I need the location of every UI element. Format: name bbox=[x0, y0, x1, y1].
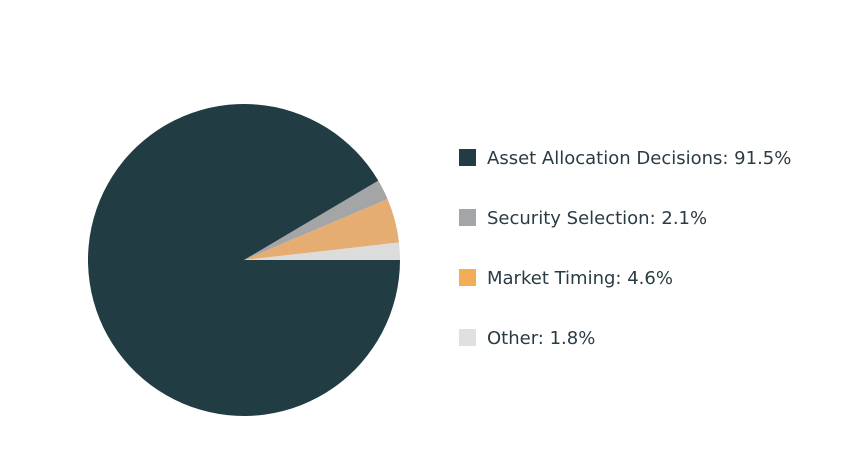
legend-swatch-other bbox=[459, 329, 476, 346]
legend-item-asset-allocation: Asset Allocation Decisions: 91.5% bbox=[459, 148, 791, 169]
legend-item-other: Other: 1.8% bbox=[459, 328, 595, 349]
pie-slice-market-timing bbox=[244, 198, 399, 260]
pie-slice-asset-allocation bbox=[88, 103, 400, 416]
pie-slice-security-selection bbox=[244, 180, 388, 260]
legend-swatch-market-timing bbox=[459, 269, 476, 286]
legend-label-security-selection: Security Selection: 2.1% bbox=[487, 208, 707, 229]
legend-item-market-timing: Market Timing: 4.6% bbox=[459, 268, 673, 289]
legend-swatch-asset-allocation bbox=[459, 149, 476, 166]
legend: Asset Allocation Decisions: 91.5% Securi… bbox=[459, 148, 791, 349]
legend-label-market-timing: Market Timing: 4.6% bbox=[487, 268, 673, 289]
pie-slice-other bbox=[244, 242, 400, 260]
legend-swatch-security-selection bbox=[459, 209, 476, 226]
legend-item-security-selection: Security Selection: 2.1% bbox=[459, 208, 707, 229]
legend-label-other: Other: 1.8% bbox=[487, 328, 595, 349]
legend-label-asset-allocation: Asset Allocation Decisions: 91.5% bbox=[487, 148, 791, 169]
pie-slices bbox=[88, 103, 400, 416]
